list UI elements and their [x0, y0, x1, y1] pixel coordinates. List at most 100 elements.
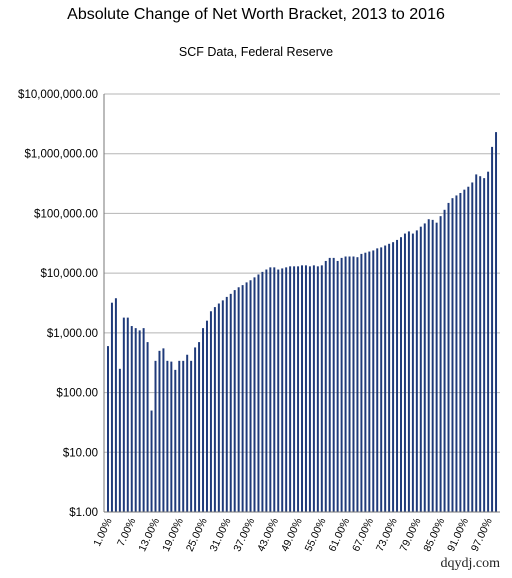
bar [202, 328, 205, 512]
x-tick-label: 79.00% [398, 516, 424, 553]
x-tick-label: 7.00% [115, 516, 138, 548]
bar [312, 265, 315, 512]
x-tick-label: 85.00% [421, 516, 447, 553]
bar [372, 250, 375, 512]
bar [467, 186, 470, 512]
bar [130, 326, 133, 512]
x-tick-label: 97.00% [469, 516, 495, 553]
bar [190, 360, 193, 512]
bar [118, 368, 121, 512]
bar [229, 293, 232, 512]
chart-subtitle: SCF Data, Federal Reserve [178, 45, 334, 59]
bar [304, 265, 307, 512]
bar [348, 256, 351, 512]
y-tick-label: $100.00 [56, 388, 98, 400]
bar [447, 202, 450, 513]
bar [415, 230, 418, 513]
x-tick-label: 37.00% [231, 516, 257, 553]
bar [158, 350, 161, 512]
bar [316, 266, 319, 512]
bar [233, 290, 236, 512]
y-tick-label: $100,000.00 [34, 208, 98, 220]
bar [277, 269, 280, 512]
bar [423, 223, 426, 512]
bar [435, 222, 438, 512]
x-tick-label: 25.00% [184, 516, 210, 553]
y-tick-label: $1,000.00 [47, 328, 98, 340]
bar [388, 243, 391, 512]
bar [217, 303, 220, 512]
bar [241, 285, 244, 512]
x-tick-label: 43.00% [255, 516, 281, 553]
bar [368, 251, 371, 512]
bar [134, 328, 137, 512]
bar [463, 189, 466, 512]
bar [419, 226, 422, 512]
bar [126, 317, 129, 512]
bar [431, 219, 434, 512]
bar [154, 360, 157, 512]
bar [360, 253, 363, 512]
bar [301, 265, 303, 512]
bar [245, 282, 248, 512]
bar [194, 347, 197, 512]
bar [308, 266, 311, 512]
bar [178, 360, 181, 512]
bar [257, 274, 260, 512]
bar [364, 252, 367, 513]
bar [344, 256, 347, 512]
x-tick-label: 1.00% [91, 516, 114, 548]
bar [213, 307, 216, 512]
bar [400, 237, 402, 512]
bar [403, 233, 406, 512]
x-tick-label: 67.00% [350, 516, 376, 553]
bar [495, 132, 498, 513]
bar [225, 296, 228, 512]
bar [285, 267, 288, 512]
x-tick-label: 55.00% [303, 516, 329, 553]
bar [249, 280, 252, 512]
bar [150, 410, 153, 512]
bar [396, 239, 399, 512]
y-tick-label: $10.00 [63, 447, 98, 459]
bar [166, 360, 169, 512]
x-tick-label: 91.00% [445, 516, 471, 553]
bar [237, 287, 240, 512]
bar [182, 360, 185, 512]
bar [487, 171, 490, 513]
bar [384, 245, 387, 512]
bar [162, 348, 165, 512]
bar [328, 257, 331, 512]
bar [380, 247, 383, 512]
x-tick-label: 31.00% [208, 516, 234, 553]
bar [146, 342, 149, 512]
bar [273, 267, 276, 512]
y-tick-label: $10,000.00 [40, 268, 98, 280]
bar [455, 195, 458, 513]
bar [356, 257, 359, 512]
bar [142, 328, 145, 512]
bar [205, 320, 208, 512]
bar [209, 311, 212, 512]
bar [411, 233, 414, 512]
bar [336, 260, 339, 512]
bar [174, 369, 177, 512]
bar [253, 277, 256, 512]
x-tick-label: 73.00% [374, 516, 400, 553]
bar [439, 216, 442, 512]
bar [407, 231, 410, 512]
bar [138, 330, 141, 512]
bar [340, 257, 343, 512]
bar [289, 266, 292, 512]
bar [107, 346, 109, 512]
x-tick-label: 61.00% [326, 516, 352, 553]
bar [479, 176, 482, 513]
bar [471, 182, 474, 512]
bar [475, 174, 478, 512]
bar [221, 300, 224, 512]
bar [110, 302, 113, 512]
x-tick-label: 49.00% [279, 516, 305, 553]
bar [269, 267, 272, 512]
chart-title: Absolute Change of Net Worth Bracket, 20… [67, 6, 445, 23]
